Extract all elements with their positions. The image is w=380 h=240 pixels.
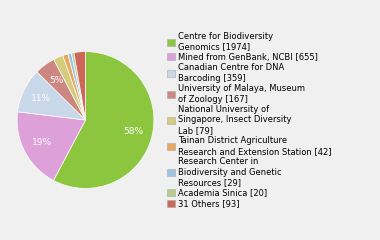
Wedge shape: [74, 52, 86, 120]
Wedge shape: [37, 60, 86, 120]
Wedge shape: [54, 52, 154, 188]
Wedge shape: [68, 53, 86, 120]
Wedge shape: [63, 54, 86, 120]
Text: 5%: 5%: [49, 76, 63, 85]
Legend: Centre for Biodiversity
Genomics [1974], Mined from GenBank, NCBI [655], Canadia: Centre for Biodiversity Genomics [1974],…: [167, 32, 331, 208]
Text: 19%: 19%: [32, 138, 52, 147]
Wedge shape: [17, 112, 85, 180]
Wedge shape: [54, 55, 86, 120]
Text: 58%: 58%: [123, 127, 143, 136]
Wedge shape: [17, 72, 86, 120]
Wedge shape: [71, 53, 86, 120]
Text: 11%: 11%: [31, 94, 51, 103]
